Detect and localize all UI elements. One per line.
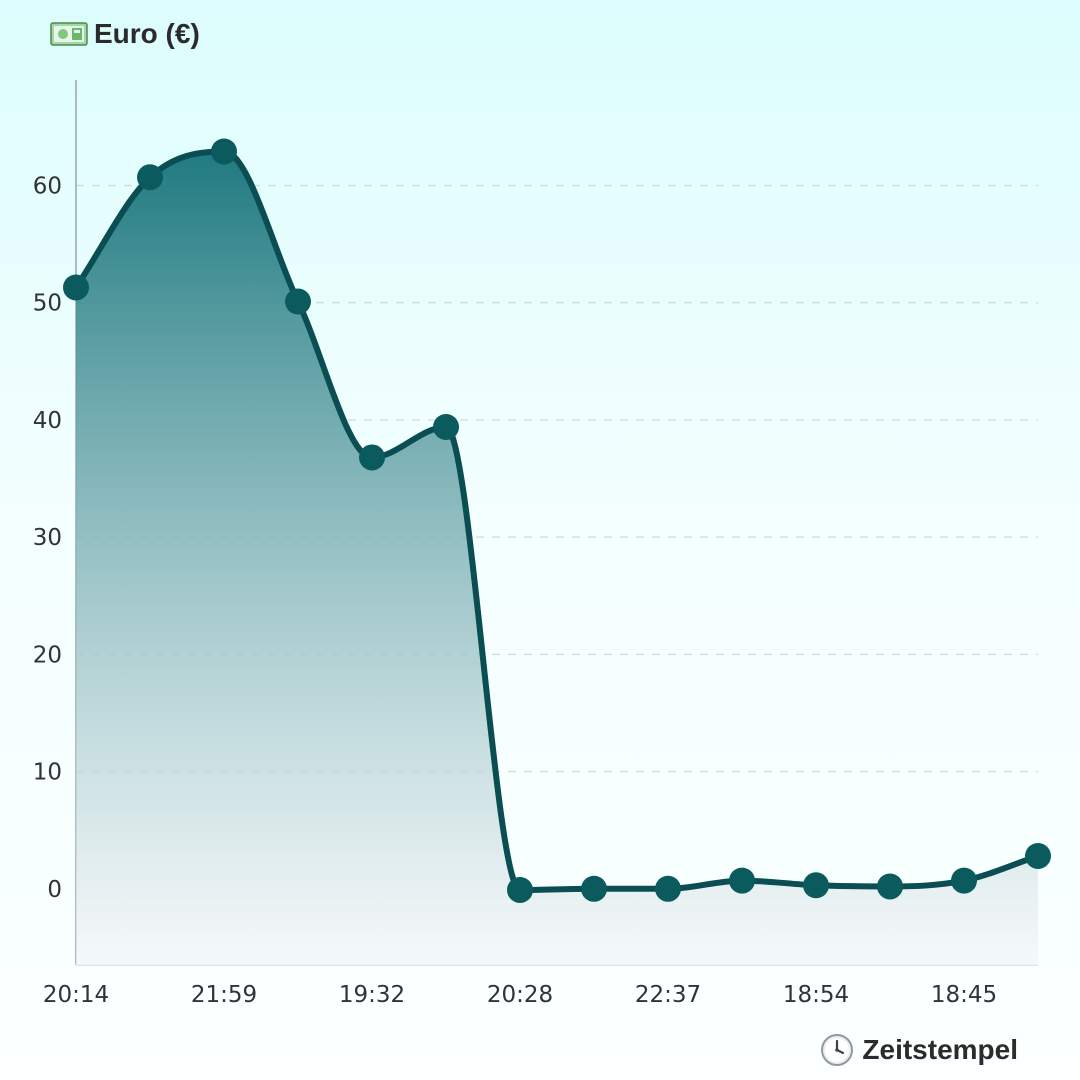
data-point[interactable] (581, 875, 607, 902)
data-point[interactable] (1025, 842, 1051, 869)
data-point[interactable] (729, 867, 755, 894)
x-tick-label: 22:37 (635, 982, 701, 1008)
data-point[interactable] (63, 274, 89, 301)
data-point[interactable] (433, 413, 459, 440)
x-axis-title: Zeitstempel (820, 1030, 1018, 1070)
y-axis-label: Euro (€) (94, 18, 200, 49)
x-tick-label: 18:54 (783, 982, 849, 1008)
data-point[interactable] (137, 164, 163, 191)
y-tick-label: 20 (33, 642, 62, 668)
data-point[interactable] (951, 867, 977, 894)
data-point[interactable] (359, 444, 385, 471)
data-point[interactable] (877, 873, 903, 900)
banknote-icon (50, 22, 88, 46)
data-point[interactable] (211, 138, 237, 165)
y-tick-label: 10 (33, 760, 62, 786)
y-tick-label: 60 (33, 173, 62, 199)
x-axis-label: Zeitstempel (862, 1034, 1018, 1065)
y-tick-label: 0 (47, 877, 62, 903)
y-tick-label: 30 (33, 525, 62, 551)
data-point[interactable] (507, 876, 533, 903)
y-tick-label: 40 (33, 408, 62, 434)
x-tick-label: 20:14 (43, 982, 109, 1008)
clock-icon (821, 1034, 854, 1066)
x-tick-label: 20:28 (487, 982, 553, 1008)
x-tick-label: 19:32 (339, 982, 405, 1008)
data-point[interactable] (655, 875, 681, 902)
y-axis-title: Euro (€) (50, 14, 200, 54)
data-point[interactable] (803, 872, 829, 899)
x-tick-label: 18:45 (931, 982, 997, 1008)
area-fill (76, 151, 1038, 966)
data-point[interactable] (285, 288, 311, 315)
x-tick-label: 21:59 (191, 982, 257, 1008)
y-tick-label: 50 (33, 291, 62, 317)
